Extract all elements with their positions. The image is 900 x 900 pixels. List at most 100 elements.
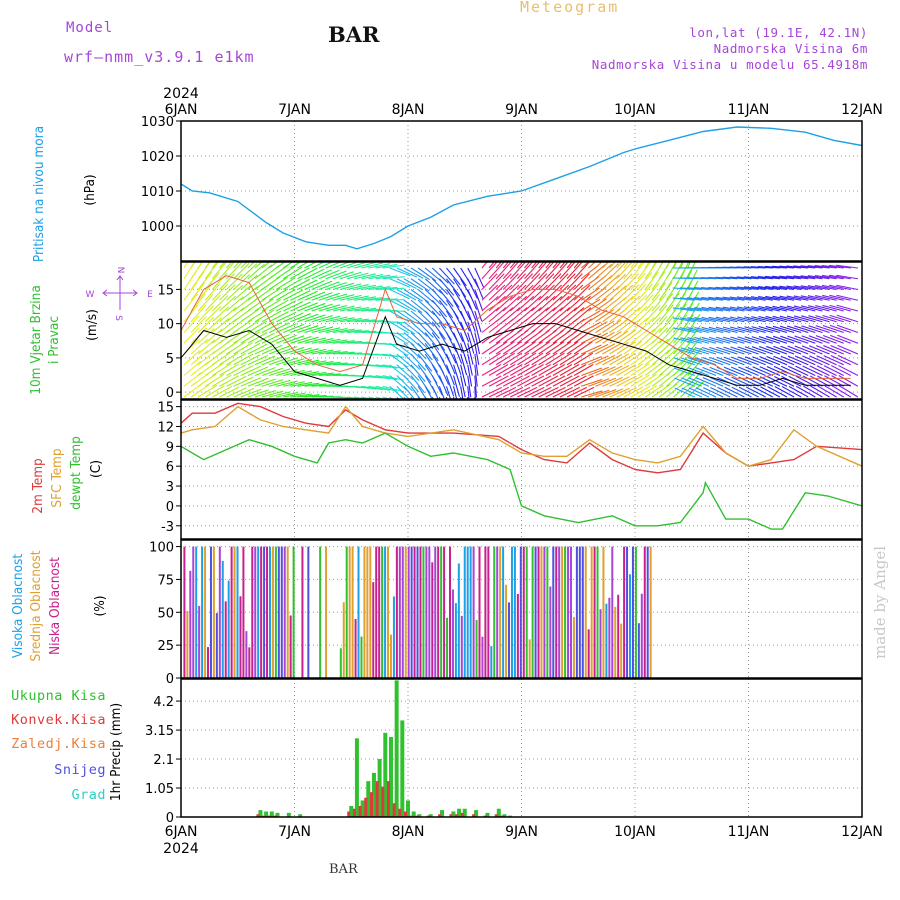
wind-arrow: [347, 318, 370, 323]
wind-arrow: [651, 384, 671, 398]
wind-arrow: [729, 286, 752, 291]
wind-arrow: [311, 315, 333, 323]
wind-arrow: [524, 364, 544, 376]
wind-arrow: [758, 336, 781, 344]
wind-arrow: [794, 355, 816, 366]
precip-bar-total: [440, 810, 445, 817]
wind-arrow: [695, 377, 717, 387]
precip-legend-convective: Konvek.Kisa: [11, 712, 106, 728]
wind-arrow: [687, 327, 710, 334]
wind-arrow: [545, 352, 565, 366]
wind-arrow: [609, 296, 627, 312]
wind-arrow: [290, 335, 312, 344]
wind-arrow: [283, 369, 305, 377]
wind-arrow: [311, 262, 326, 269]
wind-arrow: [240, 331, 260, 344]
wind-arrow: [424, 342, 439, 362]
wind-arrow: [552, 341, 572, 355]
wind-arrow: [233, 319, 253, 333]
wind-arrow: [474, 278, 484, 300]
wind-arrow: [233, 365, 254, 376]
wind-arrow: [736, 296, 759, 301]
wind-arrow: [665, 348, 683, 366]
wind-arrow: [268, 288, 289, 301]
ytick-label: 3.15: [145, 724, 174, 739]
precip-bar-convective: [472, 814, 476, 817]
wind-arrow: [290, 290, 311, 301]
wind-arrow: [665, 262, 671, 269]
wind-arrow: [268, 345, 290, 355]
wind-arrow: [807, 265, 830, 269]
precip-bar-total: [269, 811, 274, 817]
wind-arrow: [545, 386, 566, 398]
wind-arrow: [424, 321, 440, 339]
panel-frame-wind: [180, 261, 863, 400]
wind-arrow: [190, 316, 207, 333]
wind-arrow: [240, 354, 261, 366]
wind-arrow: [304, 291, 326, 301]
wind-arrow: [559, 375, 580, 387]
wind-arrow: [800, 275, 823, 280]
wind-arrow: [325, 316, 348, 323]
wind-arrow: [744, 356, 766, 366]
wind-arrow: [580, 310, 601, 323]
wind-arrow: [212, 306, 229, 323]
wind-arrow: [602, 342, 622, 355]
ytick-label: 75: [157, 573, 174, 588]
wind-arrow: [197, 373, 217, 387]
ytick-label: 1010: [141, 185, 174, 200]
wind-arrow: [786, 285, 809, 291]
wind-arrow: [736, 276, 759, 280]
wind-arrow: [588, 309, 608, 323]
wind-arrow: [831, 385, 852, 398]
wind-arrow: [510, 364, 530, 376]
wind-arrow: [836, 324, 859, 334]
wind-arrow: [773, 345, 795, 355]
precip-legend-freezing: Zaledj.Kisa: [11, 736, 106, 752]
wind-arrow: [275, 323, 297, 334]
wind-arrow: [410, 353, 427, 371]
wind-arrow: [304, 325, 326, 334]
wind-arrow: [318, 373, 341, 377]
wind-arrow: [838, 364, 859, 376]
ytick-label: 1000: [141, 220, 174, 235]
wind-arrow: [531, 262, 547, 280]
ytick-label: 15: [157, 283, 174, 298]
wind-arrow: [701, 336, 724, 344]
wind-arrow: [743, 286, 766, 291]
wind-arrow: [836, 264, 858, 269]
wind-arrow: [318, 350, 341, 355]
wind-arrow: [318, 281, 340, 291]
wind-arrow: [779, 305, 802, 312]
wind-arrow: [417, 289, 436, 304]
wind-arrow: [183, 262, 189, 269]
wind-arrow: [354, 262, 376, 269]
wind-arrow: [751, 346, 773, 355]
wind-arrow: [339, 271, 362, 280]
wind-arrow: [837, 354, 859, 366]
wind-arrow: [552, 352, 572, 366]
xtick-label-top: 6JAN: [165, 102, 198, 118]
precip-legend-total: Ukupna Kisa: [11, 688, 106, 704]
wind-arrow: [750, 286, 773, 291]
wind-arrow: [673, 367, 695, 377]
precip-bar-total: [371, 772, 376, 817]
wind-arrow: [219, 307, 237, 323]
wind-arrow: [822, 304, 844, 312]
wind-arrow: [361, 385, 384, 391]
wind-arrow: [779, 275, 802, 280]
temp-dewpt-line: [180, 432, 863, 530]
wind-arrow: [297, 325, 319, 334]
wind-arrow: [665, 292, 680, 312]
precip-bar-total: [286, 812, 291, 817]
wind-arrow: [460, 375, 466, 398]
wind-arrow: [595, 343, 616, 355]
wind-arrow: [566, 364, 587, 376]
wind-arrow: [368, 263, 391, 269]
wind-arrow: [566, 262, 583, 280]
wind-compass: N S W E: [84, 262, 156, 324]
wind-arrow: [644, 294, 660, 312]
wind-arrow: [410, 278, 430, 292]
wind-arrow: [538, 352, 558, 366]
wind-arrow: [666, 371, 684, 387]
